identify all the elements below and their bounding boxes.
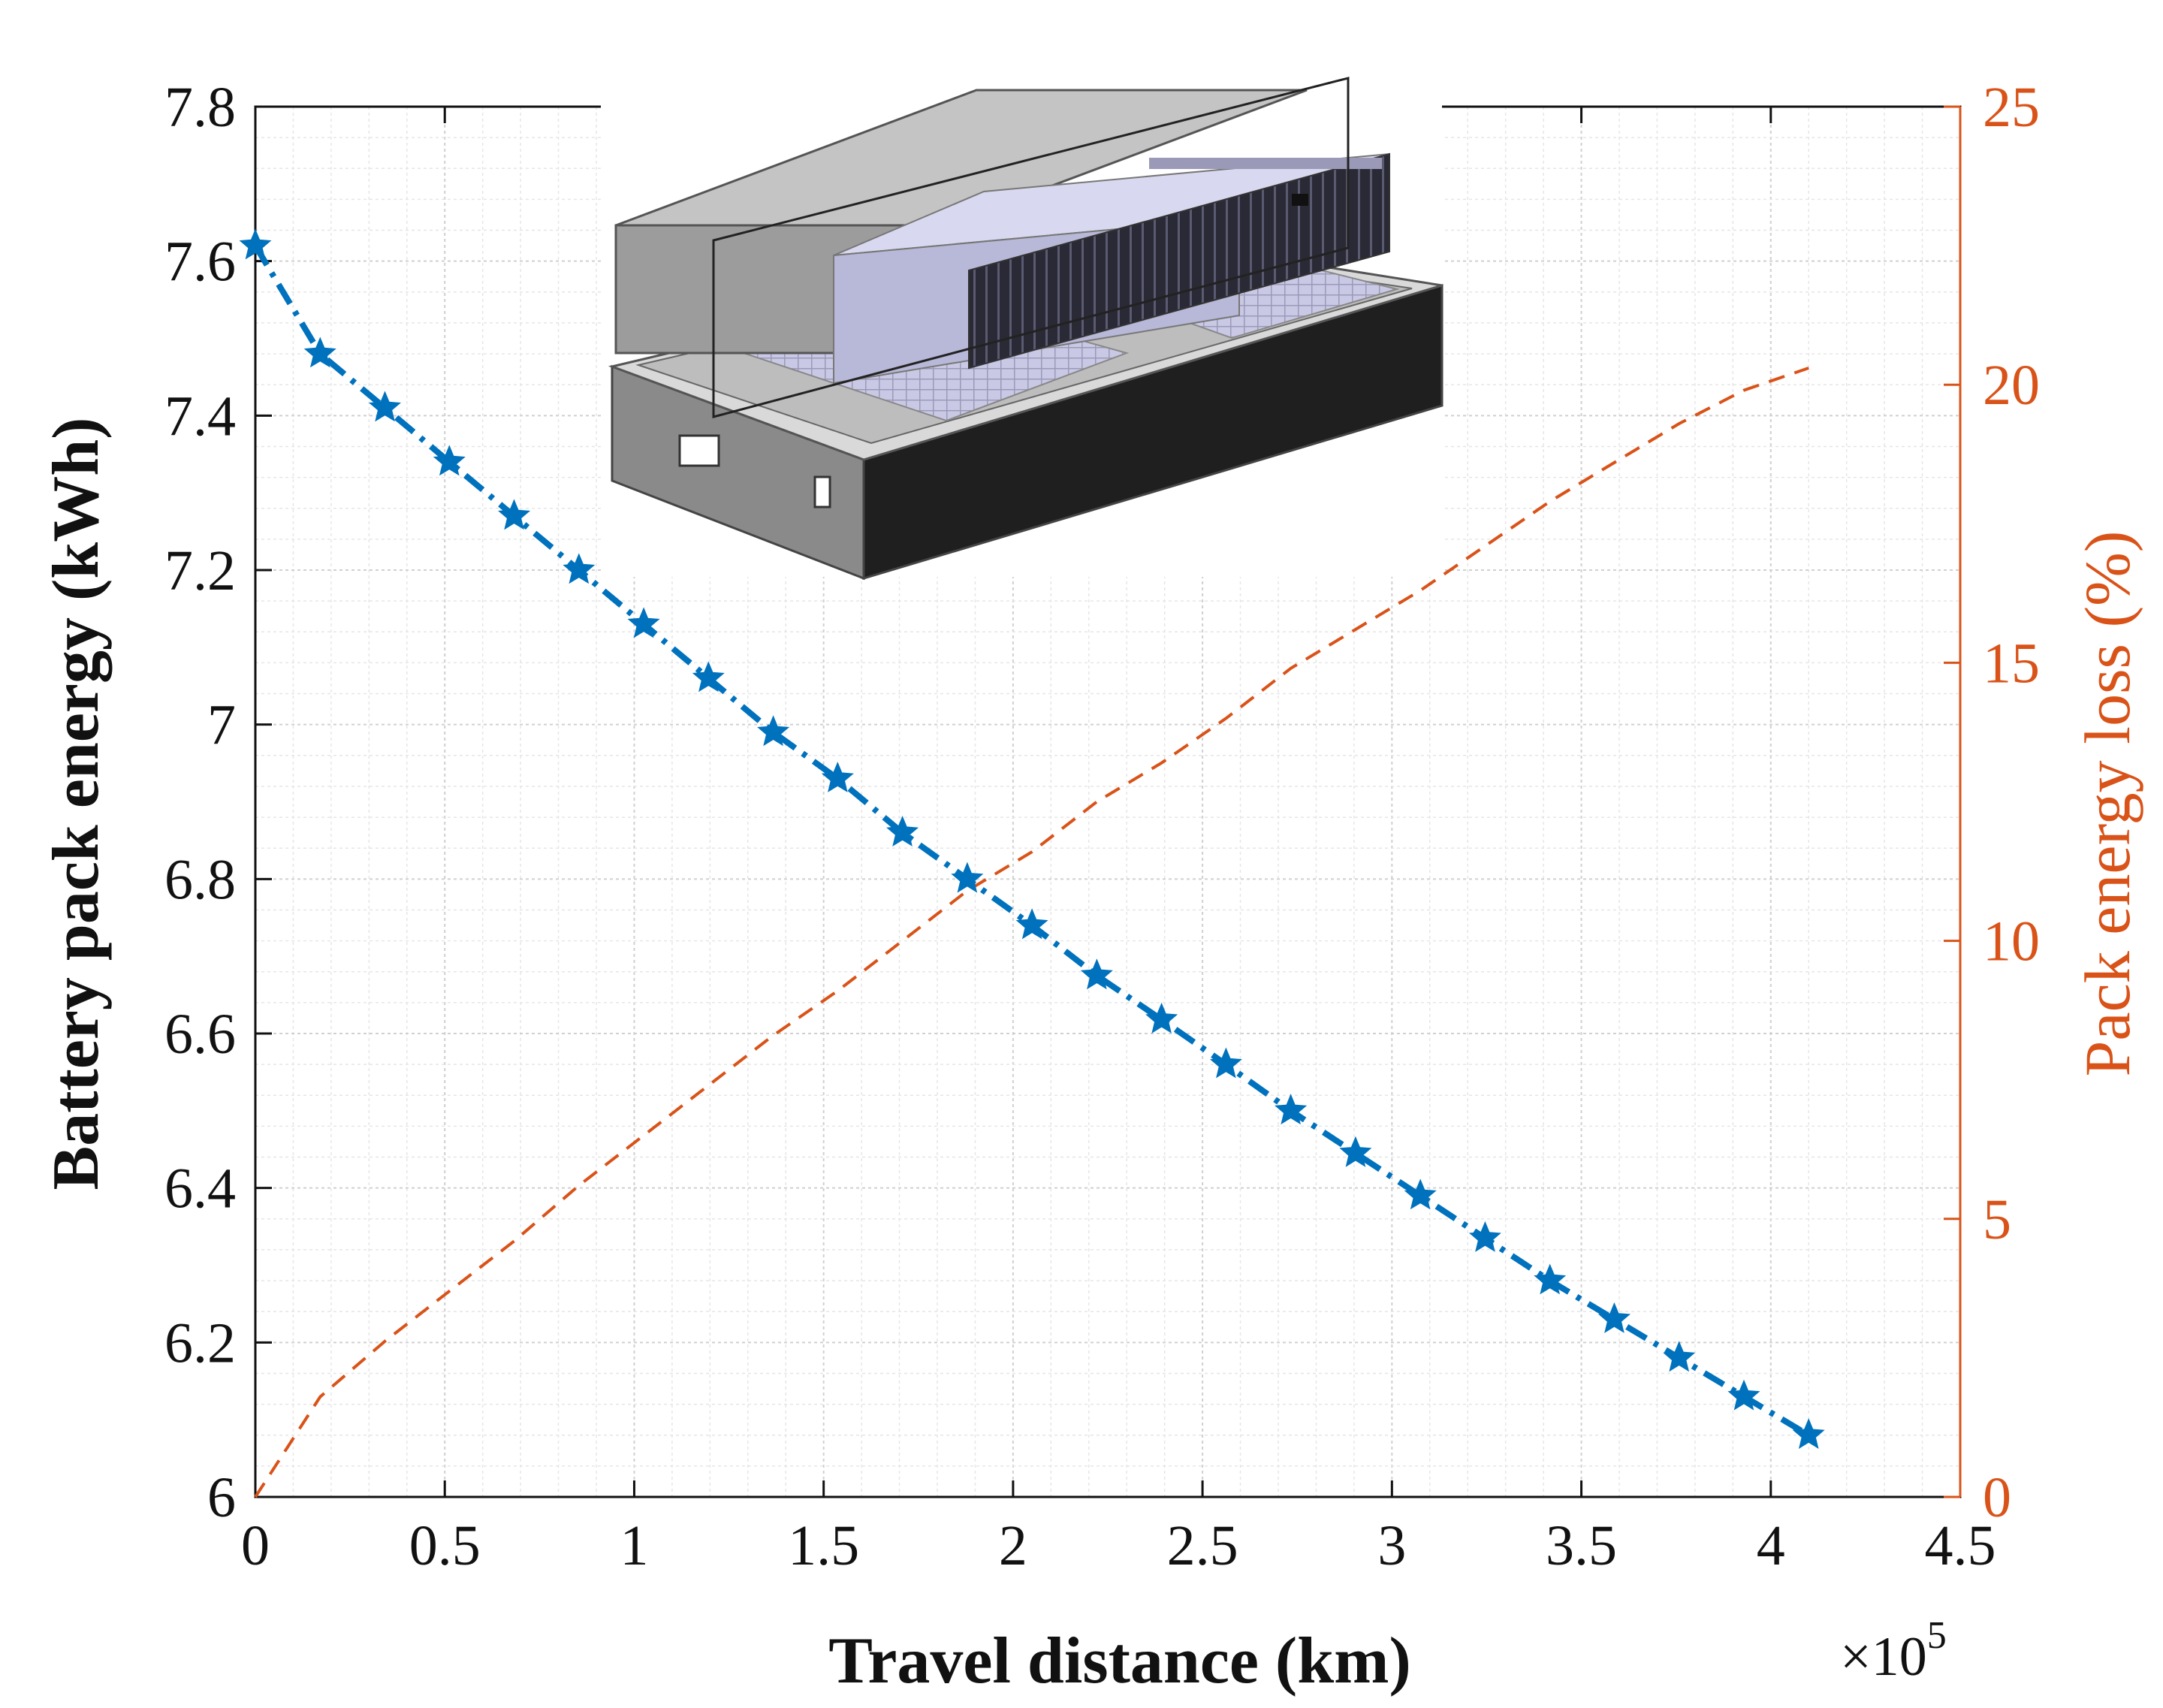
x-axis-multiplier: ×105 <box>1840 1614 1947 1688</box>
x-tick-label: 0 <box>241 1514 270 1577</box>
series-battery-pack-energy-marker <box>1275 1094 1308 1125</box>
x-tick-labels: 0 0.5 1 1.5 2 2.5 3 3.5 4 4.5 <box>241 1514 1996 1577</box>
x-tick-label: 3 <box>1377 1514 1406 1577</box>
right-y-tick-label: 15 <box>1983 632 2040 695</box>
right-y-tick-label: 10 <box>1983 910 2040 973</box>
left-y-tick-label: 6.8 <box>164 848 236 911</box>
series-battery-pack-energy-marker <box>1339 1136 1372 1167</box>
left-y-tick-label: 6.6 <box>164 1003 236 1066</box>
series-battery-pack-energy-marker <box>627 607 660 638</box>
left-y-tick-labels: 6 6.2 6.4 6.6 6.8 7 7.2 7.4 7.6 7.8 <box>164 76 236 1529</box>
series-battery-pack-energy-marker <box>951 862 984 893</box>
x-tick-label: 2 <box>999 1514 1027 1577</box>
series-battery-pack-energy-marker <box>1597 1302 1631 1333</box>
series-battery-pack-energy-marker <box>1209 1047 1242 1079</box>
series-battery-pack-energy-marker <box>1727 1379 1760 1411</box>
series-battery-pack-energy-marker <box>1468 1221 1501 1252</box>
series-battery-pack-energy-marker <box>303 336 336 368</box>
series-battery-pack-energy-marker <box>1404 1178 1437 1210</box>
series-battery-pack-energy-marker <box>1792 1418 1825 1450</box>
series-battery-pack-energy-marker <box>1145 1002 1178 1034</box>
series-battery-pack-energy-marker <box>498 499 531 530</box>
right-y-tick-label: 5 <box>1983 1188 2011 1251</box>
series-battery-pack-energy-marker <box>757 715 790 747</box>
right-y-tick-label: 0 <box>1983 1466 2011 1529</box>
left-y-tick-label: 7.8 <box>164 76 236 139</box>
series-battery-pack-energy-marker <box>821 762 854 792</box>
left-y-tick-label: 6 <box>207 1466 236 1529</box>
x-tick-label: 1.5 <box>788 1514 859 1577</box>
left-y-tick-label: 7 <box>207 694 236 757</box>
right-y-tick-label: 25 <box>1983 76 2040 139</box>
series-battery-pack-energy-marker <box>563 553 596 584</box>
left-y-axis-label: Battery pack energy (kWh) <box>40 418 113 1190</box>
x-axis-label: Travel distance (km) <box>828 1625 1411 1697</box>
x-tick-label: 4 <box>1757 1514 1785 1577</box>
left-y-tick-label: 7.2 <box>164 539 236 602</box>
x-tick-label: 1 <box>620 1514 648 1577</box>
series-battery-pack-energy-marker <box>433 445 466 476</box>
right-y-tick-label: 20 <box>1983 354 2040 417</box>
right-y-tick-labels: 0 5 10 15 20 25 <box>1983 76 2040 1529</box>
x-tick-label: 4.5 <box>1925 1514 1996 1577</box>
series-battery-pack-energy-marker <box>692 661 725 693</box>
series-battery-pack-energy-marker <box>1534 1263 1567 1295</box>
series-layer <box>239 228 1825 1498</box>
series-battery-pack-energy-marker <box>1080 958 1113 990</box>
series-pack-energy-loss-line <box>254 367 1809 1498</box>
left-y-tick-label: 6.4 <box>164 1157 236 1221</box>
left-y-tick-label: 7.6 <box>164 231 236 294</box>
left-y-tick-label: 6.2 <box>164 1311 236 1375</box>
series-battery-pack-energy-marker <box>369 391 401 422</box>
series-battery-pack-energy-marker <box>1663 1341 1696 1372</box>
x-tick-label: 0.5 <box>409 1514 481 1577</box>
x-tick-label: 2.5 <box>1167 1514 1238 1577</box>
right-y-axis-label: Pack energy loss (%) <box>2071 531 2143 1077</box>
series-battery-pack-energy-marker <box>886 815 919 846</box>
battery-pack-image <box>601 77 1444 581</box>
series-battery-pack-energy-marker <box>239 228 272 260</box>
left-y-tick-label: 7.4 <box>164 385 236 448</box>
x-tick-label: 3.5 <box>1546 1514 1617 1577</box>
series-battery-pack-energy-marker <box>1015 908 1048 940</box>
